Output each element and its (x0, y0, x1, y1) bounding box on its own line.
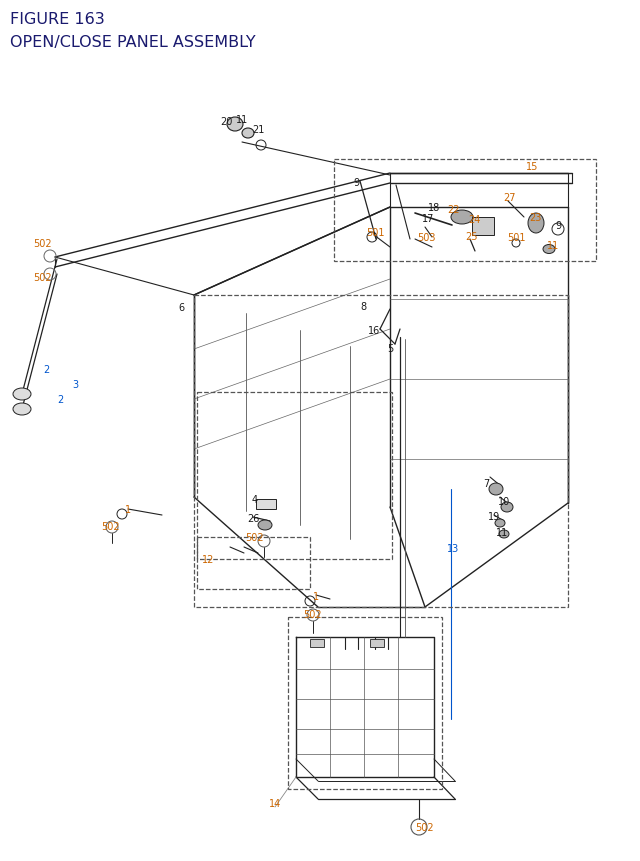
Ellipse shape (501, 503, 513, 512)
Text: 6: 6 (178, 303, 184, 313)
Text: 18: 18 (428, 202, 440, 213)
Text: 26: 26 (247, 513, 259, 523)
Text: 502: 502 (34, 238, 52, 249)
Text: 502: 502 (416, 822, 435, 832)
Text: 502: 502 (304, 610, 323, 619)
Ellipse shape (242, 129, 254, 139)
FancyBboxPatch shape (370, 639, 384, 647)
Text: 501: 501 (365, 228, 384, 238)
Text: 502: 502 (100, 522, 119, 531)
Text: 8: 8 (360, 301, 366, 312)
Text: 13: 13 (447, 543, 459, 554)
Text: 503: 503 (417, 232, 435, 243)
Text: 11: 11 (547, 241, 559, 251)
Text: 5: 5 (387, 344, 393, 354)
Text: 15: 15 (526, 162, 538, 172)
FancyBboxPatch shape (310, 639, 324, 647)
Ellipse shape (528, 214, 544, 233)
Text: 501: 501 (507, 232, 525, 243)
Text: 24: 24 (468, 214, 480, 225)
Ellipse shape (258, 520, 272, 530)
Text: 9: 9 (555, 220, 561, 231)
Text: 1: 1 (313, 592, 319, 601)
Text: 7: 7 (483, 479, 489, 488)
Ellipse shape (543, 245, 555, 254)
Text: 23: 23 (529, 213, 541, 223)
Text: 21: 21 (252, 125, 264, 135)
Ellipse shape (13, 404, 31, 416)
Text: OPEN/CLOSE PANEL ASSEMBLY: OPEN/CLOSE PANEL ASSEMBLY (10, 35, 255, 50)
Text: 11: 11 (236, 115, 248, 125)
Text: 16: 16 (368, 325, 380, 336)
Text: 502: 502 (246, 532, 264, 542)
Text: 9: 9 (353, 177, 359, 188)
Text: 20: 20 (220, 117, 232, 127)
Text: 14: 14 (269, 798, 281, 808)
Text: 17: 17 (422, 214, 434, 224)
Text: 19: 19 (488, 511, 500, 522)
Ellipse shape (489, 483, 503, 495)
Text: 2: 2 (43, 364, 49, 375)
Text: 4: 4 (252, 494, 258, 505)
Text: 1: 1 (125, 505, 131, 514)
Text: 27: 27 (503, 193, 515, 202)
Text: 2: 2 (57, 394, 63, 405)
Ellipse shape (451, 211, 473, 225)
Ellipse shape (227, 118, 243, 132)
Text: 10: 10 (498, 497, 510, 506)
Text: 3: 3 (72, 380, 78, 389)
Text: 12: 12 (202, 554, 214, 564)
Ellipse shape (13, 388, 31, 400)
Ellipse shape (499, 530, 509, 538)
Ellipse shape (495, 519, 505, 528)
FancyBboxPatch shape (472, 218, 494, 236)
Text: 25: 25 (466, 232, 478, 242)
Text: FIGURE 163: FIGURE 163 (10, 12, 105, 27)
FancyBboxPatch shape (256, 499, 276, 510)
Text: 22: 22 (448, 205, 460, 214)
Text: 11: 11 (496, 528, 508, 537)
Text: 502: 502 (34, 273, 52, 282)
